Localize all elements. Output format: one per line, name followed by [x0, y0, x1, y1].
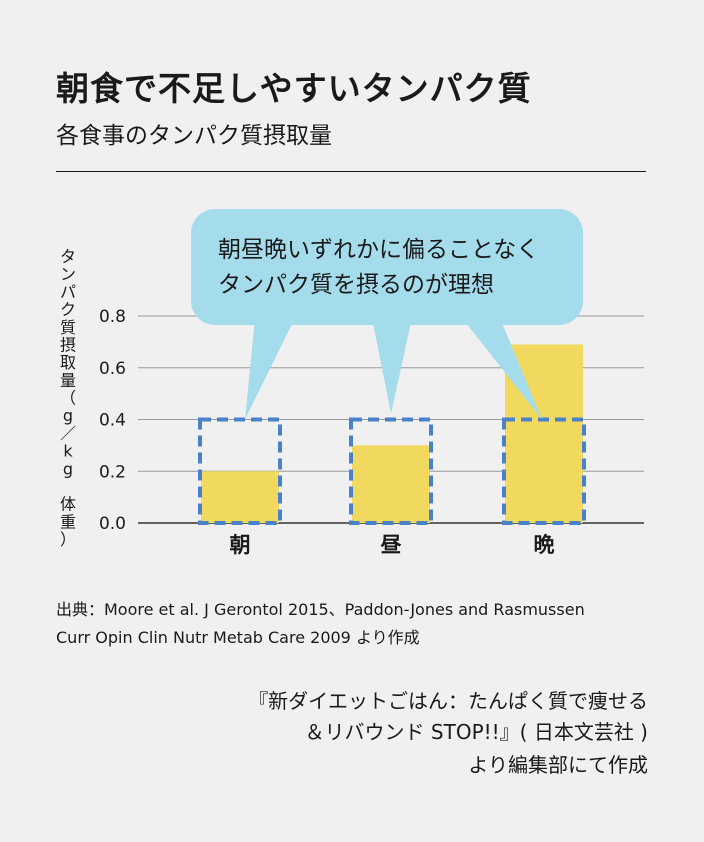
y-axis-label-char: タ: [60, 247, 76, 266]
y-axis-label-char: （: [60, 389, 76, 408]
y-tick-label: 0.0: [99, 514, 126, 534]
y-axis-label-char: パ: [60, 282, 76, 301]
x-tick-label: 昼: [381, 533, 402, 557]
y-axis-label-char: g: [63, 406, 73, 425]
book-credit-line-2: ＆リバウンド STOP!!』( 日本文芸社 ): [304, 720, 648, 744]
y-tick-labels: 0.0 0.2 0.4 0.6 0.8: [99, 307, 126, 534]
title-divider: [56, 171, 646, 172]
book-credit-line-3: より編集部にて作成: [468, 753, 648, 777]
y-tick-label: 0.4: [99, 411, 126, 431]
bar: [201, 471, 279, 523]
y-tick-label: 0.2: [99, 462, 126, 482]
y-axis-label-char: k: [63, 442, 73, 461]
target-box: [502, 417, 586, 525]
y-axis-label-char: ン: [60, 265, 76, 284]
callout-pointer-noon: [372, 318, 412, 414]
x-tick-labels: 朝昼晩: [230, 533, 555, 557]
y-axis-label-char: 摂: [60, 335, 76, 354]
y-axis-label-char: ）: [60, 530, 76, 549]
y-axis-label: タンパク質摂取量（g／kg 体重）: [60, 247, 76, 549]
chart-title: 朝食で不足しやすいタンパク質: [56, 69, 532, 108]
source-line-1: 出典：Moore et al. J Gerontol 2015、Paddon-J…: [56, 600, 585, 619]
y-axis-label-char: ／: [60, 424, 76, 443]
bar: [352, 445, 430, 523]
callout-bubble: [191, 209, 583, 325]
callout: 朝昼晩いずれかに偏ることなく タンパク質を摂るのが理想: [191, 209, 583, 420]
x-tick-label: 晩: [534, 533, 555, 557]
callout-text-line1: 朝昼晩いずれかに偏ることなく: [218, 237, 539, 263]
y-axis-label-char: ク: [60, 300, 76, 319]
x-tick-label: 朝: [230, 533, 251, 557]
target-box: [349, 417, 433, 525]
target-boxes: [198, 417, 586, 525]
y-axis-label-char: 体: [60, 495, 76, 514]
y-tick-label: 0.8: [99, 307, 126, 327]
callout-pointer-morning: [245, 318, 295, 420]
y-axis-label-char: 質: [60, 318, 76, 337]
source-line-2: Curr Opin Clin Nutr Metab Care 2009 より作成: [56, 628, 420, 647]
callout-text-line2: タンパク質を摂るのが理想: [218, 272, 494, 298]
callout-pointer-evening: [462, 318, 542, 420]
book-credit-line-1: 『新ダイエットごはん：たんぱく質で痩せる: [248, 689, 648, 713]
target-box: [198, 417, 282, 525]
y-axis-label-char: 重: [60, 512, 76, 531]
y-axis-label-char: 取: [60, 353, 76, 372]
y-tick-label: 0.6: [99, 359, 126, 379]
chart-subtitle: 各食事のタンパク質摂取量: [56, 123, 332, 149]
y-axis-label-char: 量: [60, 371, 76, 390]
y-axis-label-char: g: [63, 459, 73, 478]
